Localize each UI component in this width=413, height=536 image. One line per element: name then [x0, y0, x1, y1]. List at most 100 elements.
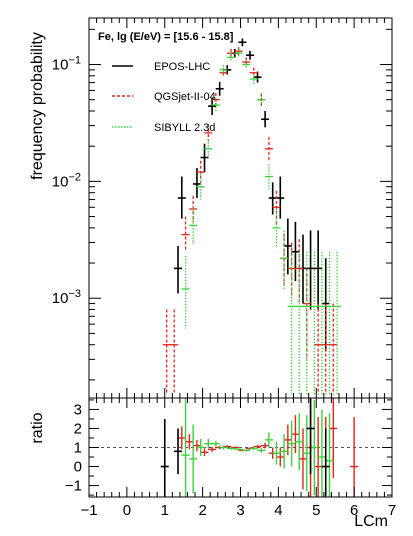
ratio-y-axis-label: ratio — [29, 412, 46, 443]
ratio-point — [325, 413, 334, 497]
ratio-point — [264, 432, 273, 448]
x-tick-label: 2 — [198, 502, 206, 519]
ratio-point — [280, 434, 289, 469]
data-point — [189, 195, 198, 222]
ratio-point — [200, 448, 209, 457]
data-point — [211, 97, 220, 113]
data-point — [306, 230, 315, 310]
legend-label-qgsjet: QGSjet-II-04 — [154, 91, 216, 103]
main-y-axis-label: frequency probability — [29, 32, 46, 180]
ratio-point — [185, 434, 194, 450]
ratio-series-epos-lhc — [160, 398, 330, 497]
data-point — [234, 47, 243, 56]
data-point — [257, 93, 266, 107]
data-point — [162, 309, 171, 395]
ratio-point — [310, 399, 319, 496]
ratio-point — [219, 445, 228, 450]
data-point — [268, 182, 277, 215]
data-point — [181, 255, 190, 329]
ratio-point — [181, 398, 190, 497]
legend-label-epos: EPOS-LHC — [154, 61, 210, 73]
data-point — [325, 251, 334, 395]
data-point — [245, 50, 254, 60]
ratio-point — [257, 448, 266, 453]
ratio-y-tick-label: 2 — [74, 420, 82, 437]
main-data-marks — [162, 38, 342, 395]
main-panel: 10−1 10−2 10−3 frequency probability EPOS-… — [29, 17, 393, 399]
data-point — [295, 251, 304, 395]
data-point — [242, 57, 251, 67]
data-point — [291, 221, 300, 282]
data-point — [200, 143, 209, 173]
data-point — [189, 207, 198, 245]
ratio-point — [227, 447, 236, 450]
data-point — [177, 176, 186, 219]
ratio-point — [329, 398, 338, 478]
data-point — [280, 230, 289, 289]
main-y-tick-label: 10−1 — [52, 55, 81, 74]
ratio-point — [287, 420, 296, 467]
data-point — [261, 111, 270, 128]
data-point — [196, 160, 205, 183]
ratio-point — [192, 439, 201, 452]
legend: EPOS-LHC QGSjet-II-04 SIBYLL 2.3d — [112, 61, 216, 134]
ratio-point — [196, 438, 205, 457]
data-point — [298, 234, 307, 304]
ratio-point — [208, 447, 217, 452]
x-tick-label: 7 — [388, 502, 396, 519]
ratio-point — [253, 445, 262, 449]
data-point — [264, 164, 273, 190]
ratio-point — [160, 418, 169, 497]
ratio-point — [276, 447, 285, 467]
x-tick-label: 4 — [274, 502, 282, 519]
data-point — [283, 218, 292, 275]
ratio-point — [272, 441, 281, 465]
ratio-y-tick-label: −1 — [65, 478, 82, 495]
ratio-point — [298, 428, 307, 490]
ratio-y-tick-label: 0 — [74, 459, 82, 476]
data-point — [215, 81, 224, 96]
data-point — [272, 209, 281, 248]
ratio-point — [249, 446, 258, 450]
ratio-point — [242, 449, 251, 452]
ratio-point — [302, 415, 311, 492]
ratio-point — [261, 442, 270, 449]
ratio-y-tick-label: 1 — [74, 440, 82, 457]
data-point — [234, 48, 243, 58]
main-axes: 10−1 10−2 10−3 — [52, 18, 393, 398]
ratio-point — [174, 428, 183, 475]
data-point — [329, 303, 338, 395]
data-point — [181, 216, 190, 252]
data-point — [242, 60, 251, 69]
series-sibyll-2-3d — [181, 48, 342, 395]
x-tick-label: 3 — [236, 502, 244, 519]
data-point — [204, 123, 213, 142]
data-point — [249, 73, 258, 85]
ratio-point — [204, 438, 213, 449]
data-point — [276, 176, 285, 219]
ratio-point — [177, 426, 186, 450]
ratio-point — [211, 440, 220, 447]
data-point — [333, 251, 342, 395]
data-point — [287, 251, 296, 395]
ratio-point — [306, 398, 315, 475]
x-tick-label: 6 — [350, 502, 358, 519]
data-point — [204, 139, 213, 158]
x-axis-label: LCm — [354, 513, 388, 530]
x-tick-label: 5 — [312, 502, 320, 519]
data-point — [317, 251, 326, 395]
data-point — [238, 38, 247, 47]
ratio-point — [283, 424, 292, 456]
data-point — [249, 67, 258, 78]
data-point — [314, 303, 323, 395]
data-point — [264, 136, 273, 161]
ratio-point — [321, 428, 330, 497]
data-point — [196, 174, 205, 200]
main-y-tick-label: 10−2 — [52, 171, 81, 190]
ratio-point — [295, 413, 304, 471]
ratio-point — [189, 424, 198, 494]
data-point — [170, 309, 179, 395]
data-point — [208, 97, 217, 115]
ratio-point — [234, 448, 243, 451]
